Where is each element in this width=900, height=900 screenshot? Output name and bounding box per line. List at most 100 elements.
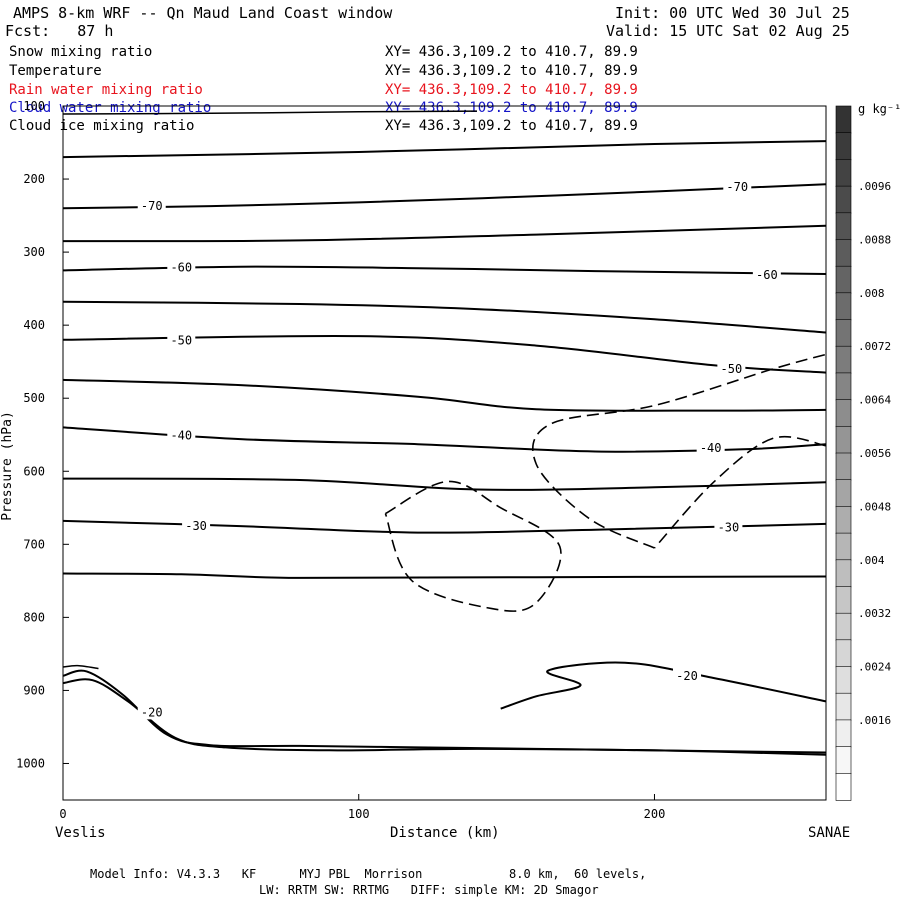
colorbar-bin [835,639,852,668]
contour-label: -20 [141,705,163,719]
contour-label-bg [714,519,743,535]
colorbar-tick-label: .0064 [858,394,891,407]
contour-label: -70 [726,180,748,194]
colorbar-tick-label: .0032 [858,607,891,620]
temperature-contour [62,183,827,210]
y-tick-label: 400 [23,318,45,332]
field-xy: XY= 436.3,109.2 to 410.7, 89.9 [385,63,638,79]
colorbar-bin [835,212,852,241]
colorbar-bin [835,666,852,695]
left-end-label: Veslis [55,825,106,841]
snow-contour [384,480,562,612]
field-xy: XY= 436.3,109.2 to 410.7, 89.9 [385,44,638,60]
y-axis-label: Pressure (hPa) [0,411,15,521]
top-contour [62,110,478,115]
x-tick-label: 0 [59,807,66,821]
colorbar-bin [835,452,852,481]
chart-title: AMPS 8-km WRF -- Qn Maud Land Coast wind… [13,4,393,22]
contour-label-bg [182,518,211,534]
colorbar-tick-label: .0088 [858,234,891,247]
colorbar-bin [835,532,852,561]
terrain-line [62,664,99,670]
colorbar-bin [835,612,852,641]
field-name: Cloud ice mixing ratio [9,118,195,134]
colorbar: .0096 .0088 .008 .0072 .0064 .0056 .0048 .004 .0… [835,105,891,801]
right-end-label: SANAE [808,825,851,841]
colorbar-bin [835,692,852,721]
colorbar-tick-label: .0072 [858,340,891,353]
contour-label-bg [167,332,196,348]
colorbar-tick-label: .0056 [858,447,891,460]
contour-label-bg [752,266,781,282]
colorbar-bin [835,292,852,321]
model-info-line1: Model Info: V4.3.3 KF MYJ PBL Morrison 8… [90,867,647,881]
x-tick-label: 100 [348,807,370,821]
contour-label-bg [696,439,725,455]
colorbar-bin [835,586,852,615]
colorbar-bin [835,185,852,214]
contour-label: -70 [141,199,163,213]
contour-label: -40 [700,441,722,455]
temperature-contours: -70 -70 -60 -60 -50 -50 -40 -40 -30 -30 -20 [62,140,827,710]
field-name: Rain water mixing ratio [9,82,203,98]
colorbar-bin [835,319,852,348]
model-info-line2: LW: RRTM SW: RRTMG DIFF: simple KM: 2D S… [259,883,599,897]
y-tick-label: 700 [23,537,45,551]
contour-label-bg [167,427,196,443]
colorbar-tick-label: .0048 [858,500,891,513]
colorbar-bin [835,105,852,134]
contour-label: -20 [676,669,698,683]
y-tick-label: 200 [23,172,45,186]
valid-time: Valid: 15 UTC Sat 02 Aug 25 [606,22,850,40]
colorbar-bin [835,345,852,374]
contour-label-bg [723,179,752,195]
terrain-line [62,669,827,754]
colorbar-tick-label: .0016 [858,714,891,727]
y-tick-label: 100 [23,99,45,113]
colorbar-bin [835,479,852,508]
field-xy: XY= 436.3,109.2 to 410.7, 89.9 [385,82,638,98]
y-tick-label: 900 [23,683,45,697]
colorbar-bin [835,506,852,534]
y-tick-label: 500 [23,391,45,405]
contour-label: -40 [170,428,192,442]
axes: 100 200 300 400 500 600 700 800 900 1000 0 100 200 [16,99,665,821]
forecast-hour: Fcst: 87 h [5,22,114,40]
x-tick-label: 200 [644,807,666,821]
terrain: -20 [62,110,827,756]
contour-label: -60 [170,260,192,274]
temperature-contour [62,300,827,334]
colorbar-tick-label: .004 [858,554,885,567]
colorbar-tick-label: .0096 [858,180,891,193]
temperature-contour [62,519,827,534]
colorbar-bin [835,239,852,268]
contour-label: -50 [721,362,743,376]
colorbar-bin [835,719,852,748]
colorbar-bin [835,132,852,161]
colorbar-unit: g kg⁻¹ [858,102,900,116]
colorbar-tick-label: .008 [858,287,885,300]
temperature-contour [62,426,827,453]
init-time: Init: 00 UTC Wed 30 Jul 25 [615,4,850,22]
snow-contours [384,353,827,612]
contour-label: -30 [185,519,207,533]
colorbar-bin [835,746,852,775]
field-name: Cloud water mixing ratio [9,100,212,116]
contour-label: -30 [718,521,740,535]
snow-contour [653,435,827,549]
field-name: Snow mixing ratio [9,44,153,60]
field-name: Temperature [9,63,102,79]
contour-label-bg [673,667,702,683]
colorbar-bin [835,559,852,588]
temperature-contour [62,140,827,159]
contour-label-bg [137,198,166,214]
temperature-contour [62,378,827,412]
contour-label-bg [137,704,166,720]
colorbar-bin [835,772,852,801]
x-axis-label: Distance (km) [390,825,500,841]
temperature-contour [500,661,827,710]
field-xy: XY= 436.3,109.2 to 410.7, 89.9 [385,118,638,134]
contour-label-bg [167,259,196,275]
colorbar-bin [835,372,852,401]
